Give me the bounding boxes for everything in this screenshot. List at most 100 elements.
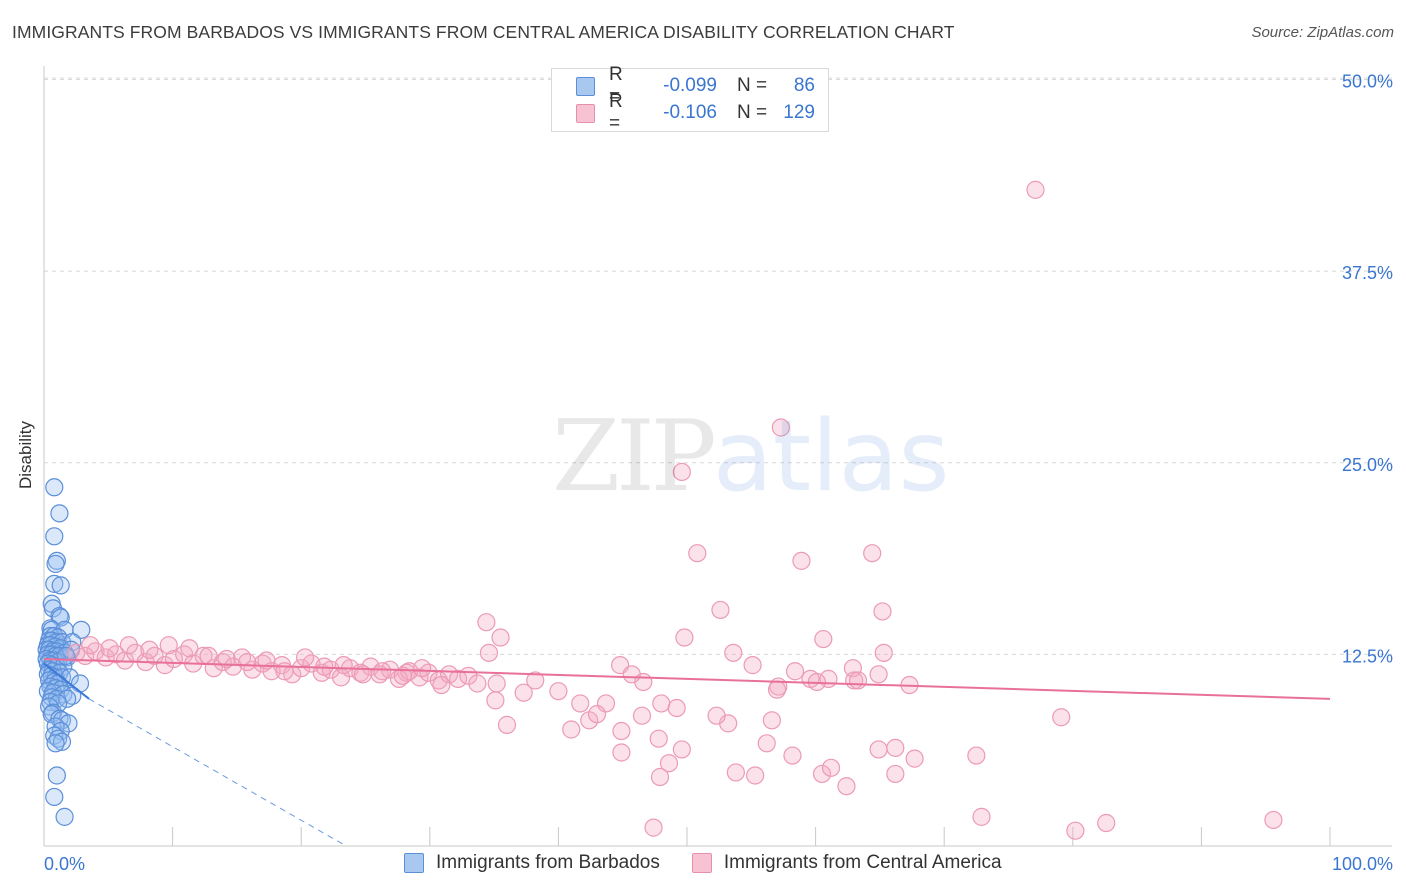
legend-row-barbados: R = -0.099 N = 86 bbox=[576, 64, 815, 107]
data-point bbox=[783, 746, 802, 765]
data-point bbox=[967, 746, 986, 765]
data-point bbox=[140, 640, 159, 659]
data-point bbox=[199, 646, 218, 666]
data-point bbox=[45, 527, 64, 546]
data-point bbox=[672, 462, 691, 482]
data-point bbox=[448, 669, 468, 689]
watermark-zip: ZIP bbox=[552, 400, 717, 514]
data-point bbox=[724, 643, 743, 662]
correlation-legend: R = -0.099 N = 86 R = -0.106 N = 129 bbox=[551, 64, 829, 134]
legend-swatch-central-america bbox=[691, 853, 712, 873]
legend-r-label: R = bbox=[609, 64, 623, 107]
data-point bbox=[1052, 708, 1071, 727]
data-point bbox=[180, 639, 199, 658]
data-point bbox=[479, 643, 499, 662]
data-point bbox=[1264, 810, 1283, 830]
data-point bbox=[119, 636, 138, 655]
data-point bbox=[873, 602, 892, 621]
data-point bbox=[486, 691, 505, 710]
y-tick-labels: 12.5% 25.0% 37.5% 50.0% bbox=[1342, 72, 1393, 667]
legend-label-central-america: Immigrants from Central America bbox=[723, 852, 1002, 873]
data-point bbox=[837, 777, 856, 796]
trend-line-barbados bbox=[43, 662, 90, 700]
legend-n-value: 129 bbox=[783, 102, 815, 123]
data-point bbox=[55, 807, 74, 826]
data-point bbox=[1026, 180, 1045, 199]
data-point bbox=[295, 648, 315, 667]
data-point bbox=[667, 698, 686, 718]
data-point bbox=[497, 715, 517, 734]
data-point bbox=[612, 743, 631, 762]
data-point bbox=[785, 662, 805, 681]
data-point bbox=[652, 694, 671, 713]
data-point bbox=[869, 665, 888, 684]
series-barbados bbox=[37, 478, 91, 826]
trend-line-barbados-extension bbox=[88, 698, 347, 847]
data-point bbox=[549, 682, 568, 701]
data-point bbox=[45, 478, 64, 497]
data-point bbox=[51, 576, 70, 595]
legend-r-value: -0.106 bbox=[663, 102, 717, 123]
data-point bbox=[45, 574, 64, 593]
data-point bbox=[491, 628, 510, 647]
data-point bbox=[45, 787, 64, 807]
data-point bbox=[821, 758, 841, 777]
data-point bbox=[644, 818, 663, 837]
grid-lines bbox=[44, 77, 1392, 655]
chart-title: IMMIGRANTS FROM BARBADOS VS IMMIGRANTS F… bbox=[12, 22, 955, 42]
data-point bbox=[46, 734, 65, 753]
data-point bbox=[771, 418, 790, 437]
data-point bbox=[1097, 813, 1116, 833]
data-point bbox=[334, 656, 353, 675]
data-point bbox=[650, 767, 670, 787]
data-point bbox=[217, 649, 236, 669]
trend-line-central-america bbox=[43, 657, 1331, 700]
data-point bbox=[672, 740, 691, 759]
data-point bbox=[526, 671, 545, 690]
data-point bbox=[50, 504, 69, 523]
data-point bbox=[477, 613, 496, 632]
data-point bbox=[373, 662, 392, 681]
source-label: Source: ZipAtlas.com bbox=[1251, 24, 1394, 41]
data-point bbox=[238, 652, 257, 672]
legend-n-value: 86 bbox=[793, 75, 815, 96]
y-axis-label: Disability bbox=[16, 420, 35, 490]
data-point bbox=[767, 680, 787, 699]
data-point bbox=[886, 764, 905, 784]
legend-item-barbados[interactable]: Immigrants from Barbados bbox=[404, 852, 660, 874]
data-point bbox=[622, 665, 641, 684]
data-point bbox=[757, 734, 776, 753]
data-point bbox=[874, 643, 893, 662]
data-point bbox=[711, 600, 730, 620]
data-point bbox=[46, 554, 65, 574]
y-tick-label: 37.5% bbox=[1342, 263, 1393, 283]
x-tick-label: 100.0% bbox=[1332, 854, 1393, 874]
legend-r-value: -0.099 bbox=[663, 75, 717, 96]
data-point bbox=[393, 666, 412, 685]
data-point bbox=[746, 766, 765, 785]
data-point bbox=[812, 764, 832, 784]
data-point bbox=[487, 674, 506, 693]
legend-n-label: N = bbox=[737, 75, 768, 96]
data-point bbox=[1066, 821, 1085, 840]
data-point bbox=[52, 732, 72, 751]
data-point bbox=[886, 738, 905, 757]
legend-swatch-barbados bbox=[576, 76, 595, 96]
data-point bbox=[905, 749, 924, 768]
trend-lines bbox=[43, 657, 1331, 847]
data-point bbox=[649, 729, 668, 748]
data-point bbox=[419, 663, 438, 682]
data-point bbox=[707, 706, 726, 725]
data-point bbox=[972, 807, 991, 826]
data-point bbox=[63, 686, 82, 705]
data-point bbox=[587, 705, 607, 724]
y-tick-label: 50.0% bbox=[1342, 72, 1393, 92]
data-point bbox=[412, 659, 432, 678]
data-point bbox=[81, 636, 100, 655]
legend-item-central-america[interactable]: Immigrants from Central America bbox=[691, 852, 1002, 874]
series-central-america bbox=[67, 180, 1283, 840]
data-point bbox=[72, 620, 91, 639]
watermark: ZIPatlas bbox=[552, 400, 950, 514]
data-point bbox=[762, 711, 781, 730]
